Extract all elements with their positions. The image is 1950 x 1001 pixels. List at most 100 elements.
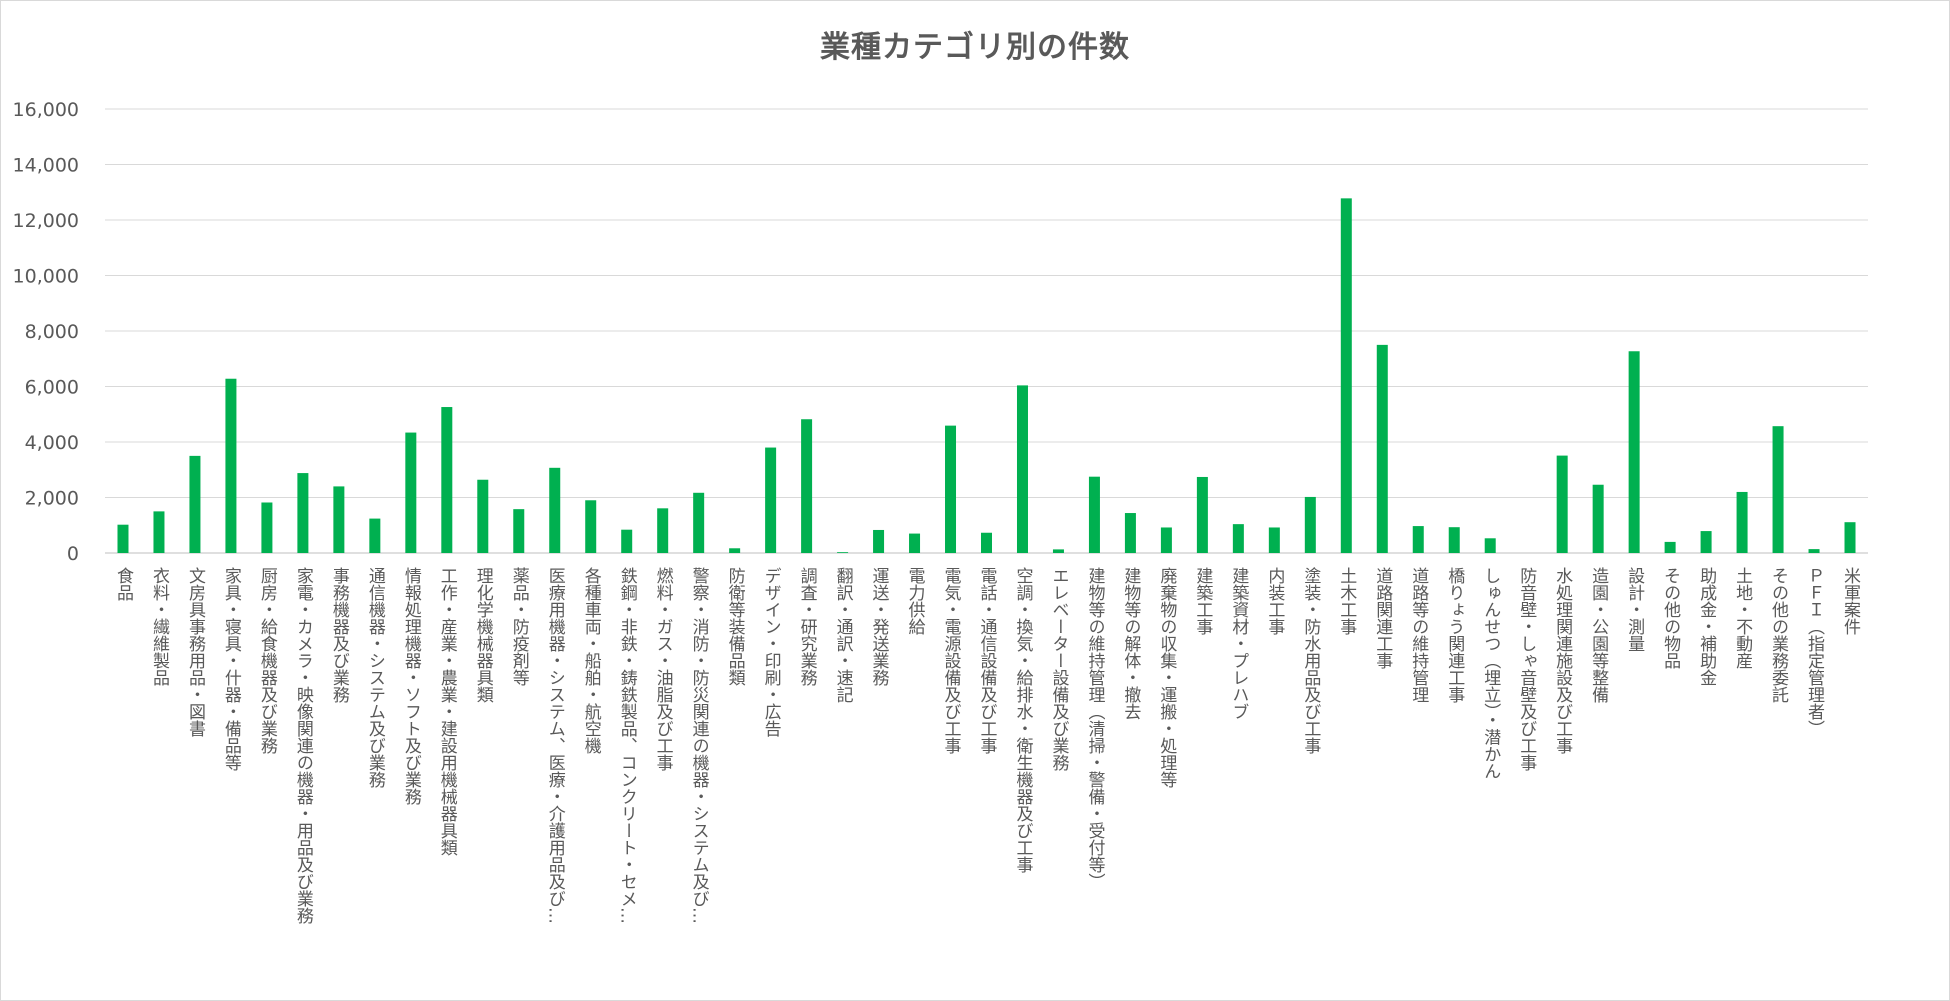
x-category-label: 情報処理機器・ソフト及び業務 [401,567,422,806]
x-category-label: しゅんせつ（埋立）・潜かん [1480,567,1501,780]
bar [765,447,777,553]
bar [1016,385,1028,553]
bar [1556,455,1568,553]
bar [1412,526,1424,553]
x-category-label: 各種車両・船舶・航空機 [581,567,602,755]
bar [153,511,165,553]
x-category-label: 医療用機器・システム、医療・介護用品及び… [545,567,566,924]
x-category-label: デザイン・印刷・広告 [761,567,782,737]
bar [441,407,453,553]
bar [261,502,273,553]
bar [1088,476,1100,553]
x-category-label: 道路関連工事 [1372,567,1393,669]
bar [729,548,741,553]
x-category-label: その他の業務委託 [1768,567,1789,703]
y-tick-label: 10,000 [13,266,79,288]
x-category-label: 厨房・給食機器及び業務 [257,567,278,755]
bar [1664,541,1676,553]
y-tick-label: 12,000 [13,210,79,232]
x-category-label: 造園・公園等整備 [1588,567,1609,704]
x-category-label: 空調・換気・給排水・衛生機器及び工事 [1012,567,1033,873]
bar [1160,527,1172,553]
x-category-label: 工作・産業・農業・建設用機械器具類 [437,567,458,856]
x-category-label: 鉄鋼・非鉄・鋳鉄製品、コンクリート・セメ… [617,567,638,924]
gridlines [105,108,1868,554]
x-category-label: 防音壁・しゃ音壁及び工事 [1516,567,1537,771]
bar [585,500,597,553]
bar [225,378,237,553]
y-tick-label: 0 [67,543,79,565]
y-tick-label: 2,000 [25,488,79,510]
chart-title: 業種カテゴリ別の件数 [820,30,1130,65]
bar [189,455,201,553]
x-category-label: 電気・電源設備及び工事 [941,567,962,754]
x-category-label: 塗装・防水用品及び工事 [1300,566,1321,754]
x-category-label: 文房具事務用品・図書 [185,567,206,737]
bar [1124,513,1136,553]
bar [1448,527,1460,553]
bar [1628,351,1640,553]
bar [477,479,489,553]
bar [333,486,345,553]
bar [297,473,309,553]
bar [1736,491,1748,553]
bar [405,432,417,553]
bar [981,532,992,553]
x-category-label: 衣料・繊維製品 [149,567,170,686]
x-category-label: 電話・通信設備及び工事 [977,567,998,754]
x-category-label: 土木工事 [1336,567,1357,635]
x-category-label: 建築工事 [1192,567,1213,635]
y-tick-label: 4,000 [25,432,79,454]
x-category-label: エレベーター設備及び業務 [1048,567,1069,772]
bar [1376,344,1388,553]
bar [1052,549,1064,553]
bar [1484,538,1496,553]
x-category-label: 家電・カメラ・映像関連の機器・用品及び業務 [293,567,314,925]
x-category-label: その他の物品 [1660,567,1681,669]
bar [909,533,921,553]
bar [1340,198,1352,554]
x-category-label: 通信機器・システム及び業務 [365,567,386,789]
x-category-label: 燃料・ガス・油脂及び工事 [653,567,674,771]
bar [945,425,957,553]
x-category-label: 建物等の解体・撤去 [1120,567,1141,720]
x-category-label: 道路等の維持管理 [1408,567,1429,703]
x-category-label: 建物等の維持管理（清掃・警備・受付等） [1084,567,1105,890]
bar [1592,484,1604,553]
x-category-label: 設計・測量 [1624,567,1645,652]
bar [1772,426,1784,553]
bar [1304,496,1316,553]
bar [1268,527,1280,553]
x-category-label: ＰＦＩ（指定管理者） [1804,567,1825,737]
x-category-label: 調査・研究業務 [797,567,818,687]
x-category-label: 内装工事 [1264,567,1285,635]
x-category-label: 食品 [113,567,134,601]
bar [1808,549,1820,553]
x-category-label: 建築資材・プレハブ [1228,567,1249,720]
x-category-label: 橋りょう関連工事 [1444,567,1465,703]
x-category-label: 水処理関連施設及び工事 [1552,567,1573,754]
bar [1844,522,1856,553]
x-category-label: 廃棄物の収集・運搬・処理等 [1156,567,1177,788]
y-tick-label: 14,000 [13,155,79,177]
x-category-label: 家具・寝具・什器・備品等 [221,567,242,771]
x-category-label: 理化学機械器具類 [473,567,494,703]
bar [657,508,669,553]
y-tick-label: 8,000 [25,321,79,343]
bar [693,492,705,553]
bar [513,509,525,553]
bar [369,518,381,553]
x-category-label: 電力供給 [905,567,926,635]
x-category-label: 防衛等装備品類 [725,567,746,686]
x-category-label: 警察・消防・防災関連の機器・システム及び… [689,567,710,924]
bar [621,529,633,553]
x-axis-categories: 食品 衣料・繊維製品 文房具事務用品・図書 家具・寝具・什器・備品等 厨房・給食機器及び… [113,566,1861,925]
x-category-label: 助成金・補助金 [1696,567,1717,686]
x-category-label: 翻訳・通訳・速記 [833,567,854,703]
y-tick-label: 16,000 [13,99,79,121]
bar [801,419,813,553]
y-axis-ticks: 0 2,000 4,000 6,000 8,000 10,000 12,000 14,000 1… [13,99,79,565]
bar [873,529,885,553]
